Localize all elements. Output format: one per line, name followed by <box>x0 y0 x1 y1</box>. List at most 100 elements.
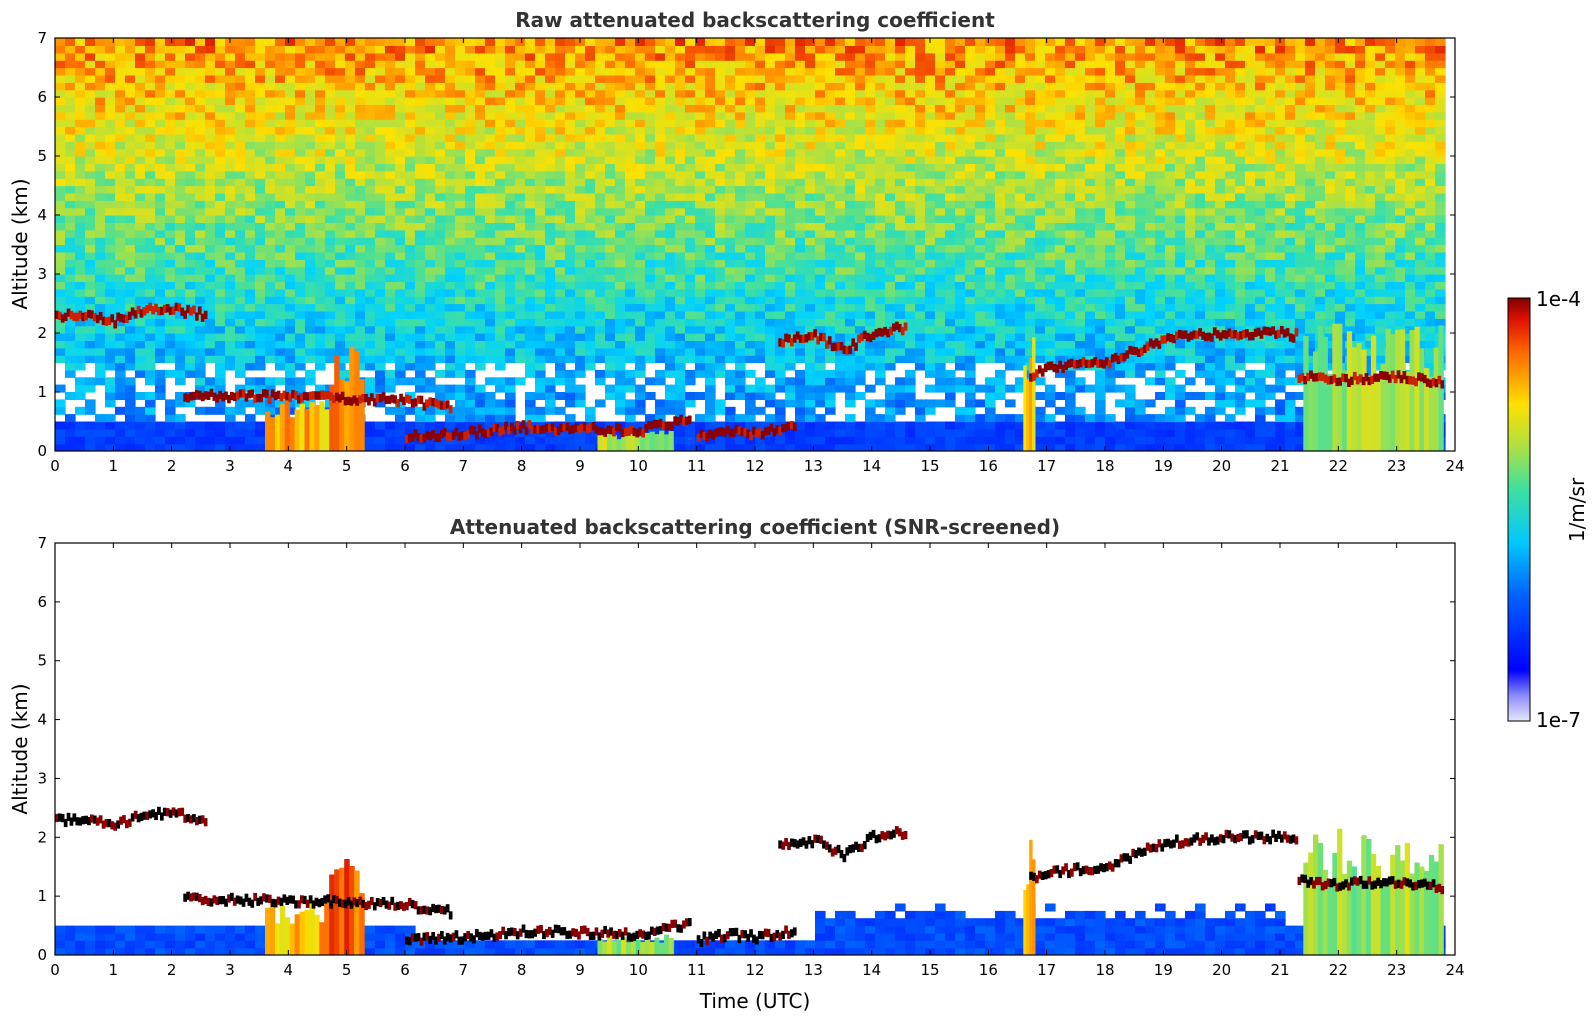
heatmap-cell <box>585 266 596 275</box>
heatmap-cell <box>75 163 86 172</box>
heatmap-cell <box>615 89 626 98</box>
heatmap-cell <box>265 251 276 260</box>
heatmap-cell <box>735 251 746 260</box>
heatmap-cell <box>805 170 816 179</box>
heatmap-cell <box>975 52 986 61</box>
heatmap-cell <box>205 52 216 61</box>
heatmap-cell <box>975 126 986 135</box>
heatmap-cell <box>775 192 786 201</box>
heatmap-cell <box>695 392 706 400</box>
heatmap-cell <box>105 296 116 305</box>
heatmap-cell <box>645 82 656 91</box>
heatmap-cell <box>385 384 396 393</box>
heatmap-cell <box>75 274 86 282</box>
heatmap-cell <box>185 369 196 378</box>
heatmap-cell <box>515 288 526 297</box>
heatmap-cell <box>775 421 786 430</box>
heatmap-cell <box>435 192 446 201</box>
heatmap-cell <box>555 303 566 312</box>
heatmap-cell <box>265 185 276 194</box>
heatmap-cell <box>735 384 746 393</box>
heatmap-cell <box>625 200 636 209</box>
heatmap-cell <box>845 67 856 76</box>
heatmap-cell <box>545 60 556 69</box>
heatmap-cell <box>975 274 986 282</box>
heatmap-cell <box>275 185 286 194</box>
heatmap-cell <box>125 406 136 415</box>
heatmap-cell <box>105 414 116 423</box>
heatmap-cell <box>415 274 426 282</box>
heatmap-cell <box>745 170 756 179</box>
heatmap-cell <box>805 74 816 83</box>
heatmap-cell <box>715 318 726 327</box>
heatmap-cell <box>415 229 426 238</box>
heatmap-cell <box>325 281 336 290</box>
heatmap-cell <box>125 414 136 423</box>
heatmap-cell <box>365 52 376 61</box>
heatmap-cell <box>165 163 176 172</box>
heatmap-cell <box>655 333 666 341</box>
heatmap-cell <box>625 333 636 341</box>
heatmap-cell <box>905 288 916 297</box>
heatmap-cell <box>345 119 356 128</box>
heatmap-cell <box>195 244 206 253</box>
heatmap-cell <box>355 288 366 297</box>
heatmap-cell <box>915 340 926 349</box>
heatmap-cell <box>955 325 966 334</box>
heatmap-cell <box>215 170 226 179</box>
heatmap-cell <box>495 82 506 91</box>
heatmap-cell <box>125 89 136 98</box>
heatmap-cell <box>685 436 696 445</box>
heatmap-cell <box>825 281 836 290</box>
heatmap-cell <box>615 377 626 386</box>
heatmap-cell <box>435 74 446 83</box>
heatmap-cell <box>435 200 446 209</box>
heatmap-cell <box>205 141 216 150</box>
heatmap-cell <box>795 436 806 445</box>
heatmap-cell <box>225 333 236 341</box>
heatmap-cell <box>745 244 756 253</box>
heatmap-cell <box>95 111 106 120</box>
heatmap-cell <box>765 274 776 282</box>
heatmap-cell <box>145 281 156 290</box>
heatmap-cell <box>525 67 536 76</box>
heatmap-cell <box>715 340 726 349</box>
heatmap-cell <box>615 74 626 83</box>
heatmap-cell <box>725 296 736 305</box>
heatmap-cell <box>925 67 936 76</box>
heatmap-cell <box>445 310 456 319</box>
heatmap-cell <box>935 126 946 135</box>
heatmap-cell <box>455 384 466 393</box>
heatmap-cell <box>665 266 676 275</box>
heatmap-cell <box>95 52 106 61</box>
heatmap-cell <box>685 119 696 128</box>
heatmap-cell <box>335 200 346 209</box>
heatmap-cell <box>125 52 136 61</box>
heatmap-cell <box>495 436 506 445</box>
heatmap-cell <box>265 133 276 142</box>
heatmap-cell <box>935 296 946 305</box>
heatmap-cell <box>75 89 86 98</box>
heatmap-cell <box>95 207 106 216</box>
heatmap-cell <box>495 38 506 46</box>
heatmap-cell <box>165 97 176 105</box>
heatmap-cell <box>135 362 146 371</box>
heatmap-cell <box>235 82 246 91</box>
heatmap-cell <box>295 384 306 393</box>
heatmap-cell <box>835 384 846 393</box>
heatmap-cell <box>115 340 126 349</box>
heatmap-cell <box>455 296 466 305</box>
heatmap-cell <box>525 82 536 91</box>
heatmap-cell <box>645 163 656 172</box>
heatmap-cell <box>985 156 996 164</box>
heatmap-cell <box>65 82 76 91</box>
heatmap-cell <box>135 119 146 128</box>
heatmap-cell <box>545 229 556 238</box>
heatmap-cell <box>725 355 736 364</box>
heatmap-cell <box>455 325 466 334</box>
heatmap-cell <box>735 325 746 334</box>
heatmap-cell <box>855 362 866 371</box>
heatmap-cell <box>585 215 596 223</box>
heatmap-cell <box>935 163 946 172</box>
heatmap-cell <box>255 399 266 408</box>
